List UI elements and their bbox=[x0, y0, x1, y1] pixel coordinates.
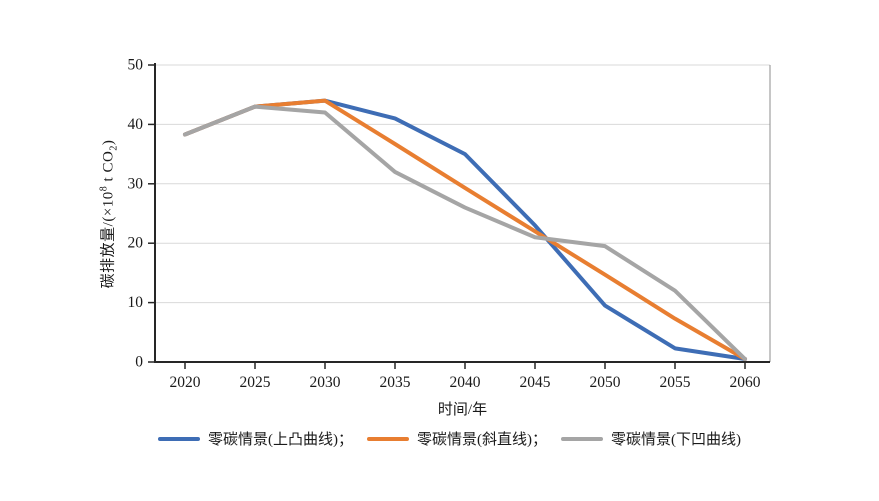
legend-label: 零碳情景(斜直线)； bbox=[417, 432, 547, 448]
legend-label: 零碳情景(下凹曲线) bbox=[611, 432, 741, 448]
y-tick-label-20: 20 bbox=[128, 235, 144, 252]
legend-label: 零碳情景(上凸曲线)； bbox=[208, 432, 353, 448]
y-tick-label-30: 30 bbox=[128, 175, 144, 192]
x-tick-label-2055: 2055 bbox=[660, 374, 691, 391]
y-axis-title-text: 碳排放量/(×10 bbox=[100, 191, 117, 289]
x-tick-label-2035: 2035 bbox=[380, 374, 411, 391]
line-series-1 bbox=[183, 98, 747, 362]
line-series-2 bbox=[183, 98, 747, 362]
y-axis-title: 碳排放量/(×108 t CO2) bbox=[97, 140, 120, 289]
y-axis-title-subscript: 2 bbox=[108, 145, 120, 151]
y-axis-title-superscript: 8 bbox=[98, 185, 110, 192]
y-axis-title-unit: t CO bbox=[100, 150, 117, 186]
y-axis-title-close: ) bbox=[100, 139, 117, 146]
x-tick-label-2020: 2020 bbox=[170, 374, 201, 391]
y-tick-label-10: 10 bbox=[128, 294, 144, 311]
x-tick-label-2025: 2025 bbox=[240, 374, 271, 391]
line-series-3 bbox=[183, 104, 747, 362]
legend-line-swatch-gray bbox=[561, 436, 603, 441]
x-tick-label-2045: 2045 bbox=[520, 374, 551, 391]
y-tick-label-0: 0 bbox=[135, 354, 143, 371]
legend: 零碳情景(上凸曲线)； 零碳情景(斜直线)； 零碳情景(下凹曲线) bbox=[100, 428, 799, 449]
x-tick-label-2060: 2060 bbox=[730, 374, 761, 391]
legend-item-concave: 零碳情景(下凹曲线) bbox=[561, 428, 741, 449]
legend-line-swatch-orange bbox=[367, 436, 409, 441]
x-tick-label-2030: 2030 bbox=[310, 374, 341, 391]
legend-line-swatch-blue bbox=[158, 436, 200, 441]
x-tick-label-2040: 2040 bbox=[450, 374, 481, 391]
x-tick-label-2050: 2050 bbox=[590, 374, 621, 391]
x-axis-title: 时间/年 bbox=[437, 402, 488, 418]
y-tick-label-40: 40 bbox=[128, 116, 144, 133]
legend-item-straight: 零碳情景(斜直线)； bbox=[367, 428, 547, 449]
legend-item-convex: 零碳情景(上凸曲线)； bbox=[158, 428, 353, 449]
y-tick-label-50: 50 bbox=[128, 57, 144, 74]
